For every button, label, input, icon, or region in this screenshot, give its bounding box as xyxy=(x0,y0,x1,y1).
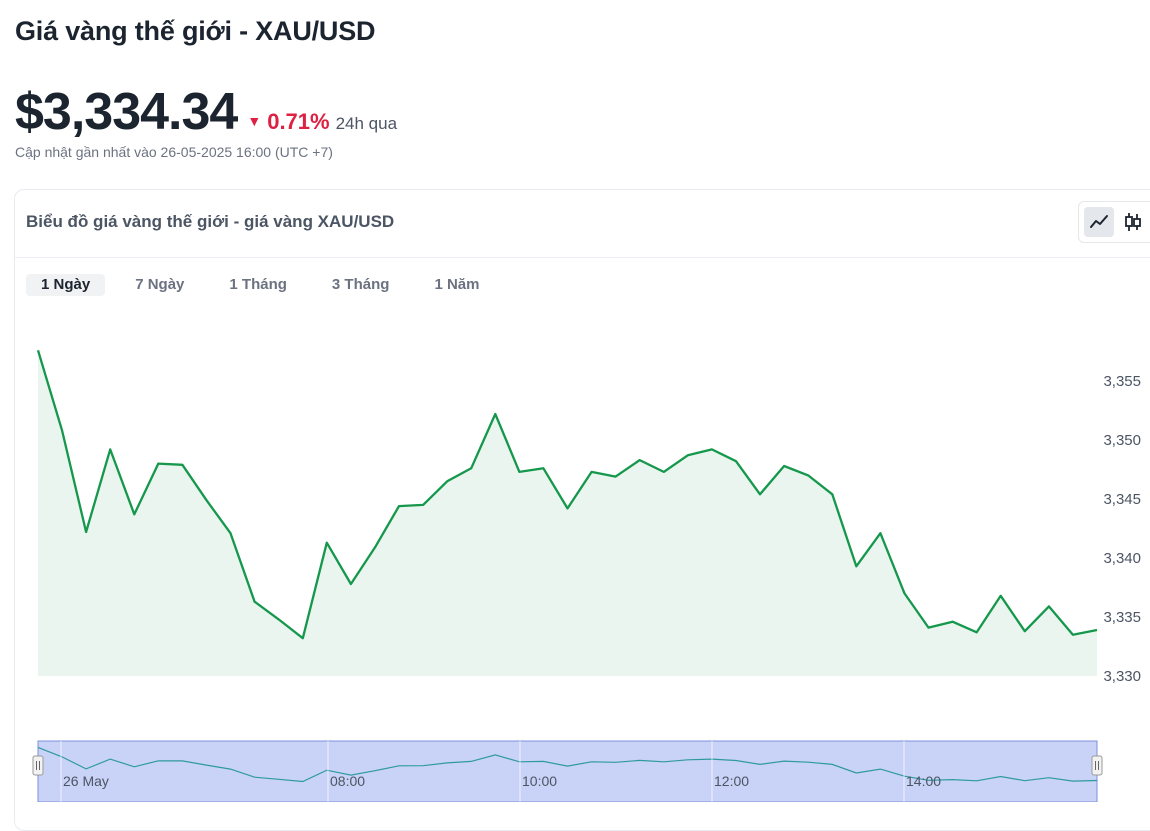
range-tab-1-year[interactable]: 1 Năm xyxy=(434,276,480,293)
caret-down-icon: ▼ xyxy=(247,113,262,129)
y-tick-label: 3,345 xyxy=(1103,491,1141,508)
page-title: Giá vàng thế giới - XAU/USD xyxy=(15,16,376,46)
x-tick-label: 08:00 xyxy=(330,773,365,789)
range-tabs: 1 Ngày 7 Ngày 1 Tháng 3 Tháng 1 Năm xyxy=(26,274,509,296)
candlestick-icon xyxy=(1125,213,1141,231)
range-tab-1-month[interactable]: 1 Tháng xyxy=(229,276,287,293)
navigator-handle-left[interactable] xyxy=(32,755,44,776)
x-tick-label: 12:00 xyxy=(714,773,749,789)
navigator-line xyxy=(37,746,1098,783)
y-tick-label: 3,350 xyxy=(1103,432,1141,449)
y-tick-label: 3,340 xyxy=(1103,550,1141,567)
range-tab-3-months[interactable]: 3 Tháng xyxy=(331,276,390,293)
price-summary: $3,334.34 ▼ 0.71% 24h qua xyxy=(15,82,397,142)
line-chart-button[interactable] xyxy=(1084,207,1114,237)
handle-grip xyxy=(1091,755,1103,776)
price-line xyxy=(36,349,1098,640)
last-updated: Cập nhật gần nhất vào 26-05-2025 16:00 (… xyxy=(15,144,333,160)
handle-grip xyxy=(32,755,44,776)
price-area xyxy=(38,350,1097,676)
range-tab-7-days[interactable]: 7 Ngày xyxy=(135,276,185,293)
navigator-selection xyxy=(37,740,1098,802)
chart-type-toggle xyxy=(1078,201,1150,243)
current-price: $3,334.34 xyxy=(15,83,238,141)
navigator-handle-right[interactable] xyxy=(1091,755,1103,776)
price-chart: 3,330 3,335 3,340 3,345 3,350 3,355 26 May 08:0… xyxy=(32,349,1141,802)
line-chart-icon xyxy=(1090,215,1108,228)
x-tick-label: 14:00 xyxy=(906,773,941,789)
x-tick-label: 26 May xyxy=(63,773,109,789)
price-change: ▼ 0.71% 24h qua xyxy=(247,109,397,135)
change-percent: 0.71% xyxy=(267,109,330,134)
y-tick-label: 3,355 xyxy=(1103,373,1141,390)
chart-card-title: Biểu đồ giá vàng thế giới - giá vàng XAU… xyxy=(26,212,395,231)
range-tab-1-day[interactable]: 1 Ngày xyxy=(26,274,106,296)
card-divider xyxy=(15,257,1150,258)
change-period: 24h qua xyxy=(335,114,398,133)
x-tick-label: 10:00 xyxy=(522,773,557,789)
y-tick-label: 3,335 xyxy=(1103,609,1141,626)
y-tick-label: 3,330 xyxy=(1103,668,1141,685)
candlestick-button[interactable] xyxy=(1118,207,1148,237)
